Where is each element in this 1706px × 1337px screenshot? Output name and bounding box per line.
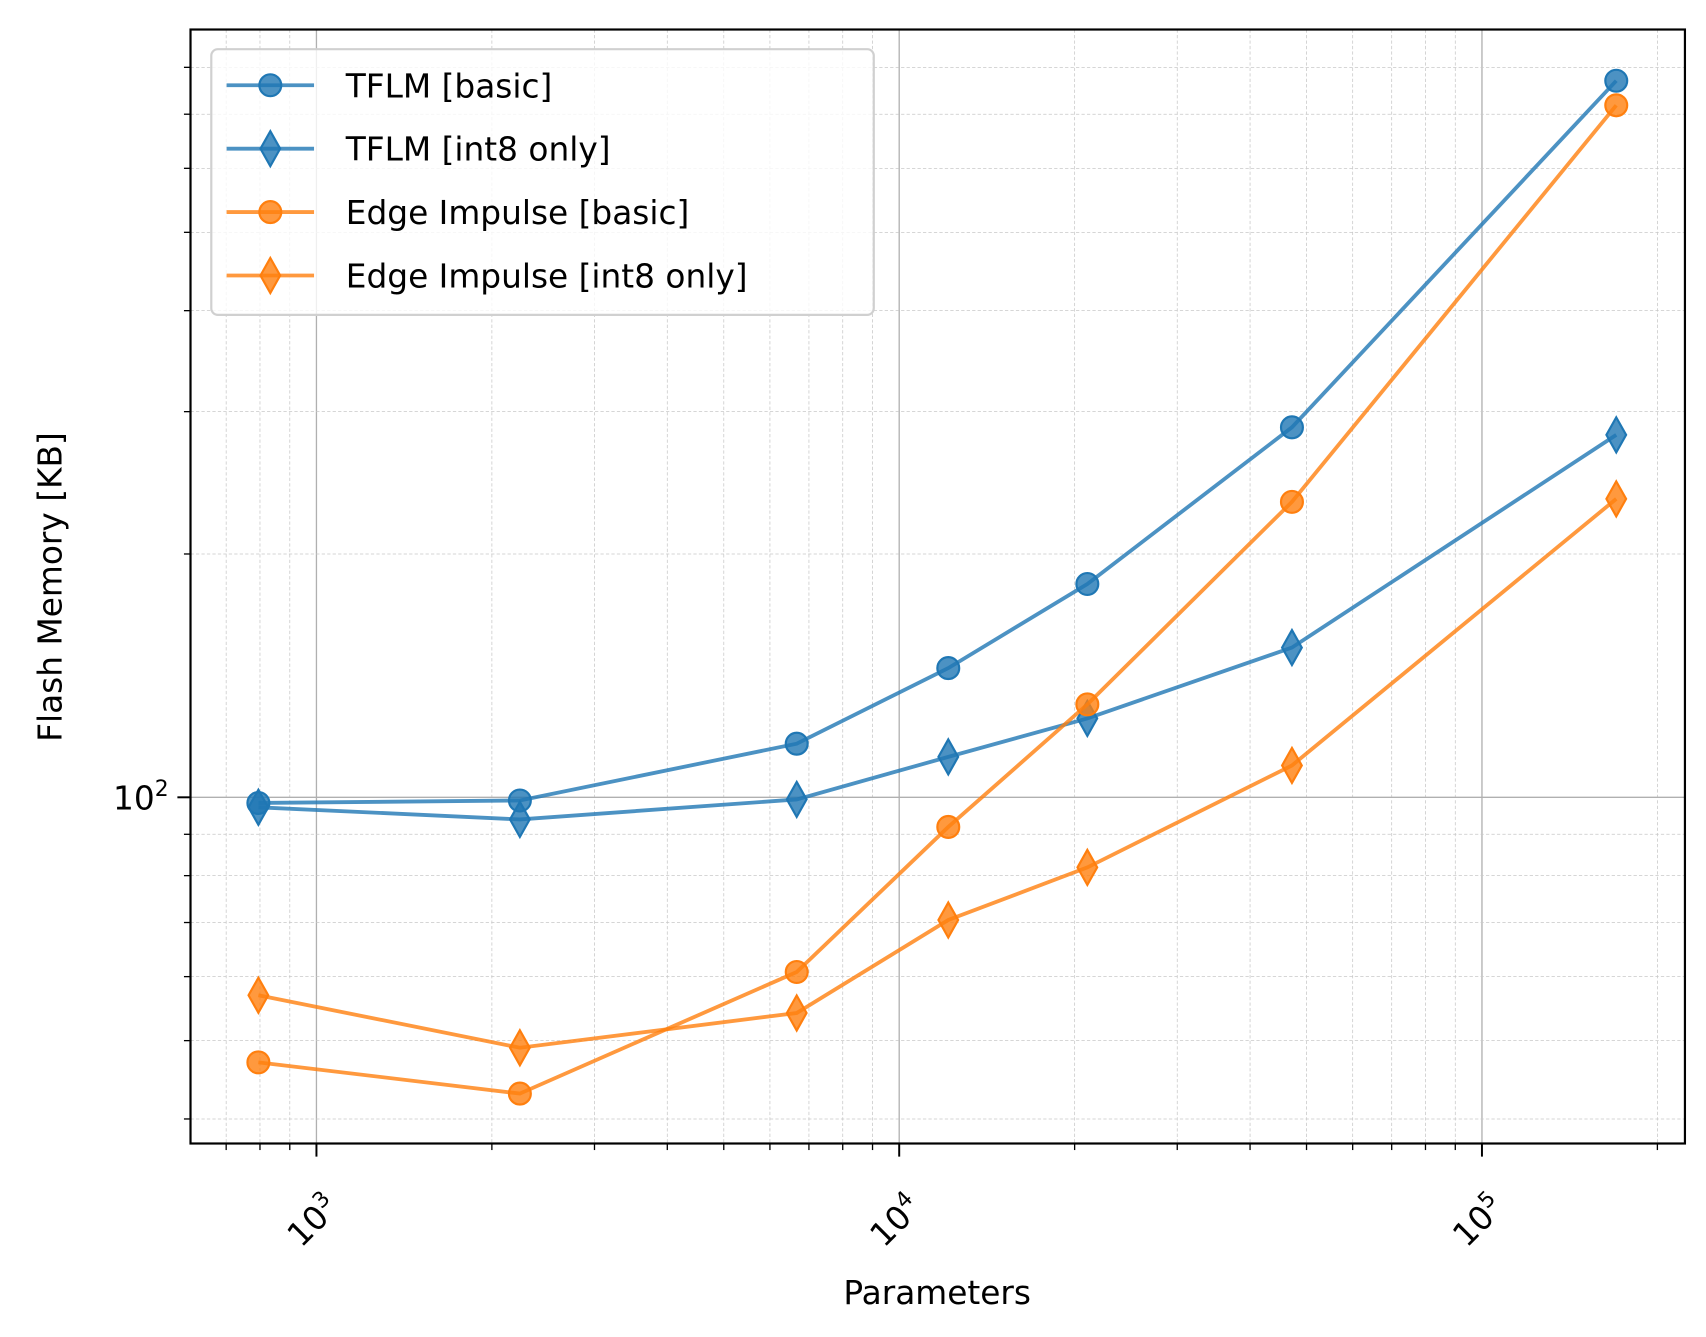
data-point-edge-impulse-int8-only: [247, 975, 270, 1015]
series-line-tflm-int8-only: [258, 433, 1618, 822]
data-point-tflm-int8-only: [1280, 627, 1304, 668]
plot-frame: [189, 28, 1687, 1145]
data-point-tflm-int8-only: [785, 779, 808, 820]
data-point-edge-impulse-int8-only: [937, 900, 960, 940]
legend-label-edge-impulse-basic: Edge Impulse [basic]: [346, 194, 690, 232]
data-point-edge-impulse-basic: [936, 814, 961, 839]
data-point-edge-impulse-basic: [246, 1050, 271, 1075]
y-axis-label: Flash Memory [KB]: [32, 432, 70, 742]
data-point-tflm-int8-only: [508, 799, 531, 840]
data-point-tflm-basic: [784, 731, 809, 756]
series-layer: [246, 68, 1629, 1106]
x-tick-label: 105: [1444, 1186, 1512, 1254]
data-point-edge-impulse-basic: [1604, 93, 1629, 118]
data-point-tflm-int8-only: [247, 787, 270, 828]
legend-marker-edge-impulse-basic: [258, 200, 283, 225]
data-point-tflm-int8-only: [1605, 415, 1628, 455]
data-point-tflm-basic: [1279, 415, 1304, 440]
legend: TFLM [basic] TFLM [int8 only] Edge Impulse…: [210, 48, 875, 316]
x-tick-label: 103: [278, 1186, 346, 1254]
data-point-edge-impulse-int8-only: [1605, 479, 1628, 519]
series-line-edge-impulse-int8-only: [258, 497, 1618, 1050]
y-tick-label: 102: [113, 777, 169, 817]
legend-label-tflm-basic: TFLM [basic]: [345, 67, 553, 105]
legend-marker-tflm-basic: [258, 73, 283, 98]
legend-box: [210, 48, 875, 316]
legend-label-edge-impulse-int8-only: Edge Impulse [int8 only]: [346, 258, 748, 296]
data-point-edge-impulse-basic: [1279, 489, 1304, 514]
grid: [190, 29, 1685, 1144]
legend-marker-edge-impulse-int8-only: [259, 255, 282, 296]
data-point-edge-impulse-int8-only: [508, 1028, 531, 1068]
legend-label-tflm-int8-only: TFLM [int8 only]: [345, 131, 611, 169]
x-axis-label: Parameters: [843, 1274, 1031, 1312]
data-point-tflm-basic: [1604, 68, 1629, 93]
data-point-edge-impulse-int8-only: [1280, 745, 1304, 786]
y-tick-base: 10: [113, 779, 155, 817]
legend-marker-tflm-int8-only: [259, 128, 282, 169]
data-point-edge-impulse-basic: [1075, 692, 1100, 717]
data-point-tflm-basic: [936, 656, 961, 681]
y-tick-exponent: 2: [155, 777, 169, 802]
data-point-edge-impulse-int8-only: [785, 993, 808, 1033]
data-point-edge-impulse-int8-only: [1076, 847, 1099, 888]
data-point-tflm-basic: [1075, 571, 1100, 597]
data-point-edge-impulse-basic: [784, 959, 809, 985]
data-point-tflm-int8-only: [937, 737, 960, 777]
data-point-edge-impulse-basic: [507, 1081, 532, 1106]
x-tick-label: 104: [861, 1186, 929, 1254]
